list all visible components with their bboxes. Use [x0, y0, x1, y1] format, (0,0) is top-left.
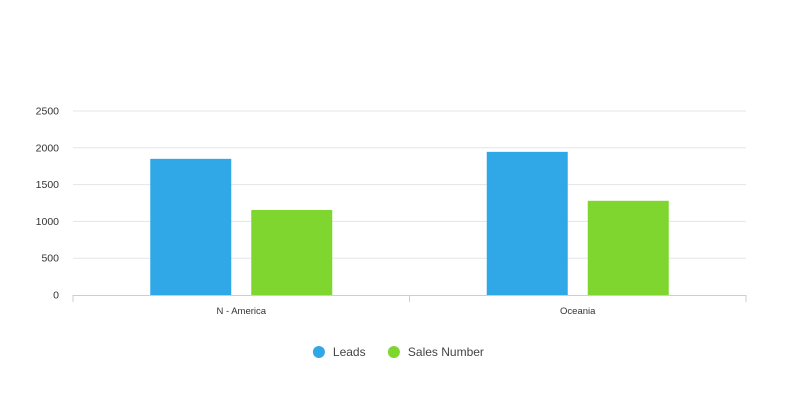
y-tick-label: 1000	[36, 216, 60, 228]
legend-label: Leads	[333, 345, 366, 359]
y-tick-label: 0	[53, 290, 59, 302]
y-tick-label: 2500	[36, 106, 60, 118]
x-category-label: N - America	[216, 306, 266, 317]
y-tick-label: 500	[41, 253, 59, 265]
legend-swatch-sales-number	[387, 346, 400, 358]
bar-leads	[150, 158, 232, 295]
x-category-label: Oceania	[560, 306, 596, 317]
bar-sales-number	[587, 200, 669, 295]
bar-sales-number	[251, 209, 333, 295]
y-tick-label: 2000	[36, 142, 60, 154]
legend-swatch-leads	[312, 346, 325, 358]
bar-leads	[486, 151, 568, 295]
legend-label: Sales Number	[408, 345, 484, 359]
y-tick-label: 1500	[36, 179, 60, 191]
